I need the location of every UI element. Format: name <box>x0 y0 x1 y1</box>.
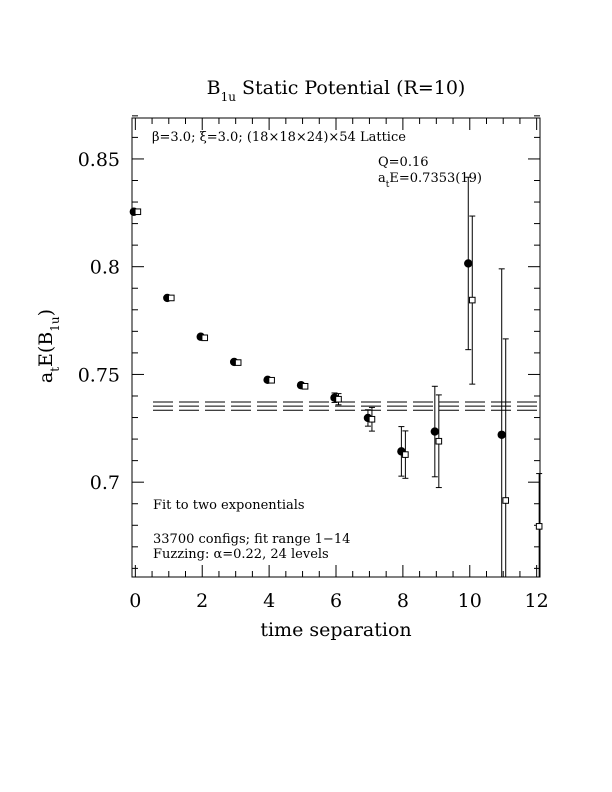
y-axis-label: atE(B1u) <box>35 309 62 383</box>
x-tick-label: 6 <box>330 590 342 612</box>
data-point-open <box>167 294 175 302</box>
axis-ticks <box>132 115 540 577</box>
lattice-annotation: β=3.0; ξ=3.0; (18×18×24)×54 Lattice <box>152 130 406 145</box>
y-tick-labels: 0.7 0.75 0.8 0.85 <box>78 149 120 494</box>
data-point-filled <box>430 427 440 436</box>
fit-band <box>153 401 540 411</box>
data-point-open <box>435 437 443 445</box>
y-tick-label: 0.8 <box>90 257 120 279</box>
x-tick-label: 2 <box>196 590 208 612</box>
data-point-open <box>468 296 476 304</box>
q-annotation: Q=0.16 <box>378 155 429 170</box>
data-point-filled <box>497 430 506 439</box>
x-tick-label: 10 <box>458 590 482 612</box>
y-tick-label: 0.75 <box>78 364 120 386</box>
data-point-open <box>368 415 376 423</box>
y-tick-label: 0.7 <box>90 472 120 494</box>
energy-annotation: atE=0.7353(19) <box>378 171 482 190</box>
data-point-open <box>535 523 543 530</box>
x-tick-labels: 0 2 4 6 8 10 12 <box>129 590 548 612</box>
data-point-open <box>301 382 309 390</box>
y-tick-label: 0.85 <box>78 149 120 171</box>
data-point-open <box>335 395 342 403</box>
data-point-filled <box>464 259 473 268</box>
data-point-open <box>134 208 142 216</box>
configs-annotation: 33700 configs; fit range 1−14 <box>153 532 350 547</box>
data-point-open <box>268 376 275 384</box>
error-bars <box>231 176 543 577</box>
x-tick-label: 0 <box>129 590 141 612</box>
x-tick-label: 12 <box>525 590 549 612</box>
data-point-open <box>234 359 242 366</box>
data-point-open <box>502 497 510 504</box>
x-tick-label: 4 <box>263 590 275 612</box>
x-axis-label: time separation <box>260 619 411 641</box>
data-point-open <box>402 451 409 458</box>
chart-title: B1u Static Potential (R=10) <box>207 77 466 104</box>
fit-annotation: Fit to two exponentials <box>153 498 305 513</box>
x-tick-label: 8 <box>397 590 409 612</box>
data-point-open <box>201 334 209 342</box>
fuzzing-annotation: Fuzzing: α=0.22, 24 levels <box>153 547 329 562</box>
data-markers <box>129 207 543 530</box>
